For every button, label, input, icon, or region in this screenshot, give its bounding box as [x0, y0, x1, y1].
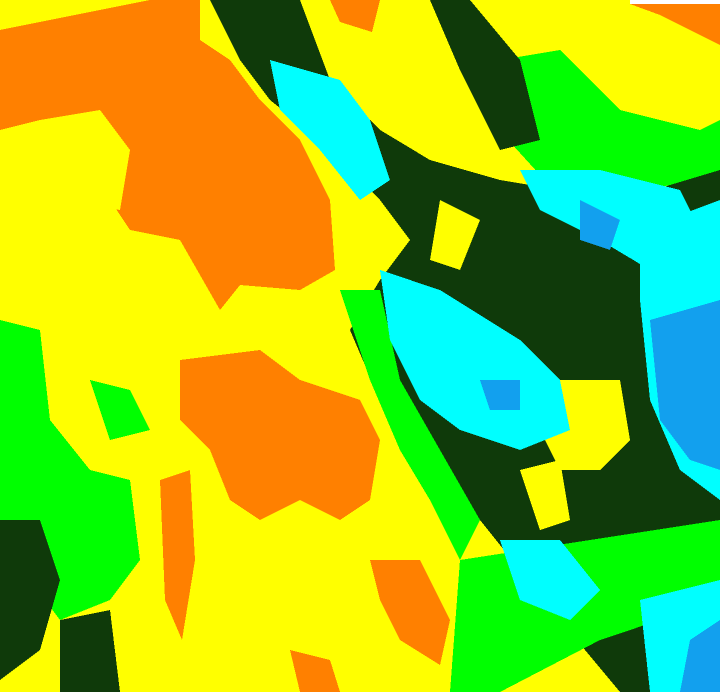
- region-cyan-south: [500, 540, 600, 620]
- region-orange-southwest-strip: [160, 470, 195, 640]
- region-green-band-edge: [340, 290, 480, 560]
- region-blue-southeast: [680, 620, 720, 692]
- region-darkgreen-southwest: [60, 610, 120, 692]
- region-orange-central: [180, 350, 380, 520]
- region-blue-east: [650, 300, 720, 470]
- region-blue-patch-2: [480, 380, 520, 410]
- region-green-west-patch: [90, 380, 150, 440]
- region-orange-top-middle: [330, 0, 380, 32]
- region-yellow-band-patch-3: [520, 460, 570, 530]
- region-cyan-north: [270, 60, 390, 200]
- region-nodata-corner: [630, 0, 720, 4]
- region-blue-patch-1: [580, 200, 620, 250]
- region-orange-south: [370, 560, 450, 665]
- region-cyan-central: [380, 270, 570, 450]
- region-orange-northwest: [0, 0, 335, 310]
- region-yellow-band-patch-2: [430, 200, 480, 270]
- region-orange-bottom: [290, 650, 340, 692]
- region-darkgreen-west: [0, 520, 60, 680]
- region-orange-top-right: [630, 4, 720, 45]
- region-yellow-northwest-patch: [0, 110, 130, 210]
- region-green-northeast: [490, 50, 720, 195]
- region-darkgreen-northeast: [430, 0, 540, 150]
